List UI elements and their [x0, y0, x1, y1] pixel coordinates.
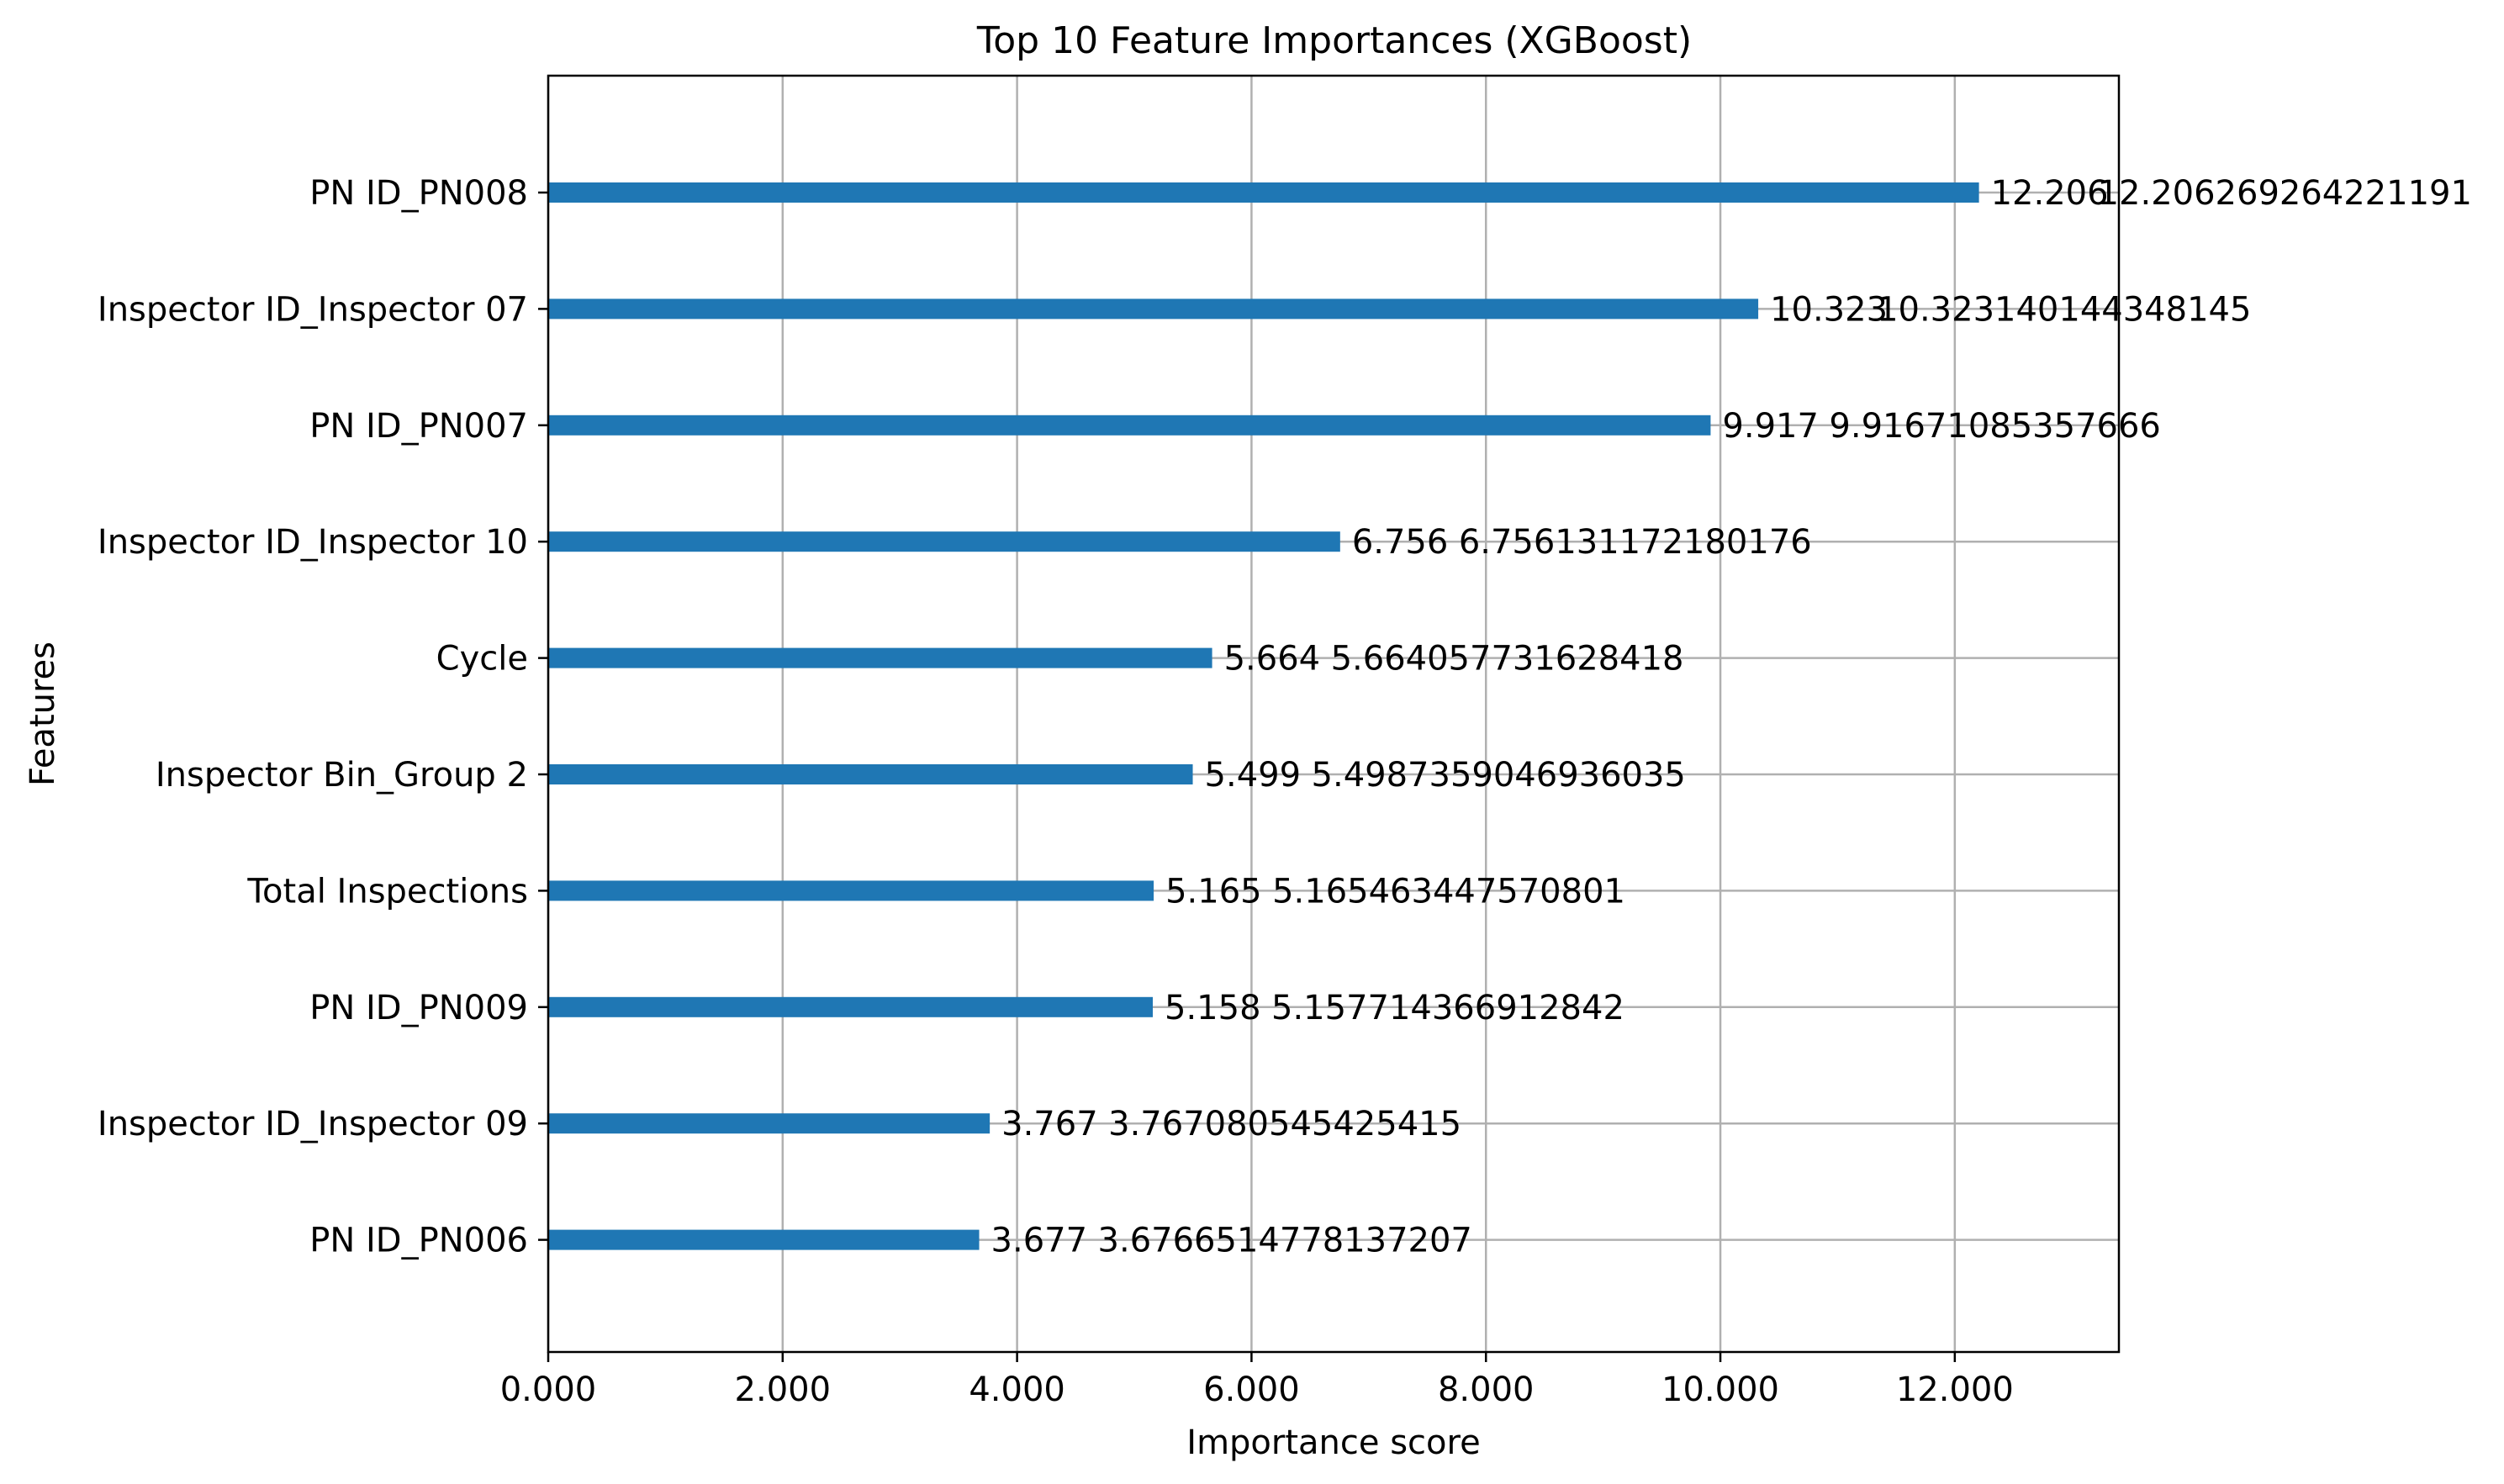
value-label-full: 5.4987359046936035 — [1312, 756, 1686, 795]
x-tick-label: 6.000 — [1203, 1370, 1300, 1409]
y-tick-label: Inspector ID_Inspector 10 — [98, 523, 528, 562]
value-label-full: 5.664057731628418 — [1331, 640, 1684, 679]
y-tick-label: Inspector ID_Inspector 09 — [98, 1105, 528, 1143]
y-tick-label: PN ID_PN007 — [309, 407, 528, 446]
value-label-short: 10.323 — [1770, 290, 1888, 329]
y-axis-label: Features — [24, 642, 62, 786]
bar — [548, 531, 1340, 552]
bar — [548, 298, 1759, 320]
bar — [548, 1113, 991, 1134]
y-tick-label: Cycle — [436, 640, 528, 679]
value-label-short: 3.677 — [991, 1222, 1088, 1260]
bar — [548, 647, 1212, 668]
plot-frame — [547, 74, 2121, 1354]
y-tick-label: PN ID_PN008 — [309, 174, 528, 213]
value-label-full: 5.157714366912842 — [1271, 989, 1624, 1027]
value-label-short: 5.158 — [1165, 989, 1261, 1027]
y-tick-label: PN ID_PN006 — [309, 1222, 528, 1260]
x-tick-label: 8.000 — [1438, 1370, 1535, 1409]
x-axis-ticks: 0.000 2.000 4.000 6.000 8.000 10.000 12.000 — [500, 1352, 2014, 1409]
value-label-full: 6.756131172180176 — [1459, 523, 1812, 562]
y-axis-ticks: PN ID_PN008 Inspector ID_Inspector 07 PN I… — [98, 174, 548, 1260]
y-tick-label: Inspector Bin_Group 2 — [156, 756, 528, 795]
value-label-short: 3.767 — [1001, 1105, 1098, 1143]
x-tick-label: 0.000 — [500, 1370, 597, 1409]
y-tick-label: Inspector ID_Inspector 07 — [98, 290, 528, 329]
x-axis-label: Importance score — [1186, 1423, 1480, 1462]
bar — [548, 1229, 980, 1250]
value-label-short: 9.917 — [1722, 407, 1819, 446]
value-label-full: 5.165463447570801 — [1272, 872, 1625, 911]
value-label-short: 6.756 — [1352, 523, 1449, 562]
bar — [548, 415, 1711, 436]
value-label-full: 9.91671085357666 — [1829, 407, 2160, 446]
value-label-full: 10.323140144348145 — [1877, 290, 2251, 329]
value-label-short: 12.206 — [1991, 174, 2109, 213]
value-label-short: 5.664 — [1224, 640, 1321, 679]
x-tick-label: 2.000 — [735, 1370, 832, 1409]
chart-title: Top 10 Feature Importances (XGBoost) — [976, 19, 1692, 62]
value-label-full: 12.206269264221191 — [2098, 174, 2472, 213]
y-tick-label: Total Inspections — [246, 872, 528, 911]
bar — [548, 880, 1154, 901]
bar — [548, 996, 1154, 1017]
x-tick-label: 12.000 — [1896, 1370, 2014, 1409]
x-tick-label: 4.000 — [969, 1370, 1065, 1409]
value-label-short: 5.165 — [1165, 872, 1262, 911]
bar — [548, 764, 1193, 784]
value-label-full: 3.767080545425415 — [1108, 1105, 1461, 1143]
y-tick-label: PN ID_PN009 — [309, 989, 528, 1027]
bar — [548, 182, 1979, 203]
value-label-full: 3.6766514778137207 — [1098, 1222, 1472, 1260]
bars-group — [548, 182, 1979, 1250]
value-label-short: 5.499 — [1205, 756, 1302, 795]
x-tick-label: 10.000 — [1661, 1370, 1779, 1409]
